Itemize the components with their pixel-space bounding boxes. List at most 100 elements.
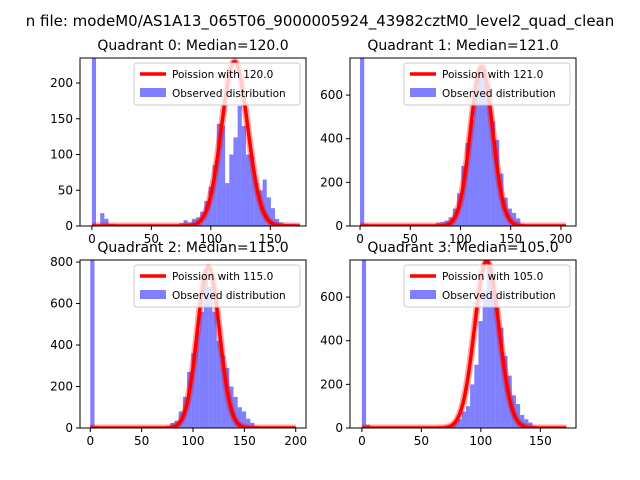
quadrant-0-ytick-label: 50 xyxy=(58,183,73,197)
quadrant-3-hist-bar xyxy=(495,308,500,428)
quadrant-0-legend-curve-label: Poission with 120.0 xyxy=(172,69,273,81)
quadrant-3-ytick-label: 600 xyxy=(320,290,343,304)
quadrant-0-xtick-label: 100 xyxy=(199,232,222,246)
quadrant-2-poisson-curve xyxy=(89,265,297,428)
quadrant-2-poisson-curve-glow xyxy=(87,263,299,428)
quadrant-0-hist-bar xyxy=(104,218,109,226)
quadrant-1-hist-bar xyxy=(465,143,470,226)
quadrant-0-poisson-curve xyxy=(91,59,301,226)
quadrant-2-hist-bar xyxy=(195,330,200,428)
quadrant-3-hist-bar xyxy=(524,419,529,428)
quadrant-0-hist-bar xyxy=(250,156,255,226)
quadrant-3-legend xyxy=(403,264,571,308)
quadrant-2-title: Quadrant 2: Median=115.0 xyxy=(97,240,288,256)
quadrant-0-hist-bar xyxy=(241,125,246,226)
quadrant-0-xtick-label: 150 xyxy=(259,232,282,246)
quadrant-2-hist-bar xyxy=(233,396,238,428)
quadrant-3-hist-bar xyxy=(470,384,475,428)
quadrant-0-hist-bar xyxy=(245,154,251,226)
quadrant-0-ytick-label: 100 xyxy=(50,148,73,162)
quadrant-1-xtick-label: 0 xyxy=(356,232,364,246)
quadrant-2-xtick-label: 0 xyxy=(86,434,94,448)
quadrant-0-legend-hist-swatch xyxy=(140,88,166,97)
quadrant-2-legend xyxy=(133,264,301,308)
quadrant-1-title: Quadrant 1: Median=121.0 xyxy=(367,38,558,54)
quadrant-3-legend-hist-swatch xyxy=(410,290,436,299)
quadrant-0-ytick-label: 0 xyxy=(65,219,73,233)
quadrant-0-poisson-curve-glow xyxy=(89,58,303,226)
quadrant-0-ytick-label: 150 xyxy=(50,112,73,126)
quadrant-0-hist-bar xyxy=(275,218,280,226)
quadrant-3-hist-bar xyxy=(515,404,521,428)
quadrant-0-hist-bar xyxy=(100,213,105,226)
quadrant-3-hist-bar xyxy=(482,292,487,428)
quadrant-2-xtick-label: 200 xyxy=(284,434,307,448)
quadrant-0-hist-bar xyxy=(229,154,234,226)
quadrant-1-legend xyxy=(403,62,571,106)
quadrant-2-hist-bar xyxy=(246,418,251,428)
quadrant-1-ytick-label: 0 xyxy=(335,219,343,233)
quadrant-2-hist-bar xyxy=(216,340,221,428)
quadrant-3-xtick-label: 50 xyxy=(414,434,429,448)
quadrant-2-hist-bar xyxy=(90,260,95,428)
quadrant-0-hist-bar xyxy=(183,220,188,226)
quadrant-1-hist-bar xyxy=(469,120,474,226)
quadrant-2-ytick-label: 400 xyxy=(50,338,73,352)
quadrant-2-ytick-label: 0 xyxy=(65,421,73,435)
quadrant-0-hist-bar xyxy=(266,197,271,226)
quadrant-0-hist-bar xyxy=(270,208,276,226)
quadrant-1-hist-bar xyxy=(511,212,517,226)
quadrant-3-hist-bar xyxy=(503,356,508,428)
quadrant-3-legend-hist-label: Observed distribution xyxy=(442,290,556,302)
quadrant-2-hist-bar xyxy=(212,311,217,428)
quadrant-0-legend-hist-label: Observed distribution xyxy=(172,88,286,100)
quadrant-3-legend-curve-label: Poission with 105.0 xyxy=(442,271,543,283)
quadrant-0-hist-bar xyxy=(254,183,259,226)
quadrant-3-hist-bar xyxy=(520,414,525,428)
quadrant-1-xtick-label: 200 xyxy=(549,232,572,246)
quadrant-2-hist-bar xyxy=(250,422,255,428)
quadrant-1-hist-bar xyxy=(490,121,496,226)
quadrant-3-hist-bar xyxy=(453,422,458,428)
quadrant-2-hist-bar xyxy=(220,355,226,428)
quadrant-2-hist-bar xyxy=(203,274,209,428)
quadrant-3-hist-bar xyxy=(486,266,491,428)
quadrant-0-hist-bar xyxy=(212,165,217,226)
quadrant-2-ytick-label: 600 xyxy=(50,297,73,311)
quadrant-0-hist-bar xyxy=(233,137,238,226)
quadrant-0-hist-bar xyxy=(208,186,213,226)
quadrant-0-hist-bar xyxy=(216,123,221,226)
quadrant-1-hist-bar xyxy=(482,68,487,226)
quadrant-2-xtick-label: 50 xyxy=(134,434,149,448)
quadrant-2-hist-bar xyxy=(241,411,247,428)
quadrant-1-hist-bar xyxy=(473,88,479,226)
quadrant-3-hist-bar xyxy=(528,422,533,428)
quadrant-1-legend-hist-swatch xyxy=(410,88,436,97)
quadrant-2-ytick-label: 800 xyxy=(50,255,73,269)
quadrant-0-ytick-label: 200 xyxy=(50,76,73,90)
quadrant-1-ytick-label: 600 xyxy=(320,88,343,102)
quadrant-3-ytick-label: 200 xyxy=(320,377,343,391)
quadrant-3-xtick-label: 150 xyxy=(529,434,552,448)
quadrant-3-hist-bar xyxy=(461,411,466,428)
quadrant-3-hist-bar xyxy=(478,321,483,428)
quadrant-1-ytick-label: 400 xyxy=(320,132,343,146)
quadrant-1-hist-bar xyxy=(360,58,365,226)
figure-suptitle: n file: modeM0/AS1A13_065T06_9000005924_… xyxy=(26,12,615,31)
quadrant-3-ytick-label: 400 xyxy=(320,334,343,348)
quadrant-1-legend-hist-label: Observed distribution xyxy=(442,88,556,100)
quadrant-2-legend-hist-swatch xyxy=(140,290,166,299)
quadrant-0-xtick-label: 50 xyxy=(144,232,159,246)
quadrant-2-xtick-label: 100 xyxy=(182,434,205,448)
quadrant-3-hist-bar xyxy=(499,327,504,428)
quadrant-1-xtick-label: 100 xyxy=(449,232,472,246)
quadrant-2-legend-hist-label: Observed distribution xyxy=(172,290,286,302)
quadrant-2-legend-curve-label: Poission with 115.0 xyxy=(172,271,273,283)
quadrant-0-hist-bar xyxy=(262,179,267,226)
quadrant-1-legend-curve-label: Poission with 121.0 xyxy=(442,69,543,81)
quadrant-3-hist-bar xyxy=(490,273,496,428)
quadrant-0-hist-bar xyxy=(191,218,196,226)
quadrant-1-hist-bar xyxy=(461,166,466,226)
quadrant-2-xtick-label: 150 xyxy=(233,434,256,448)
